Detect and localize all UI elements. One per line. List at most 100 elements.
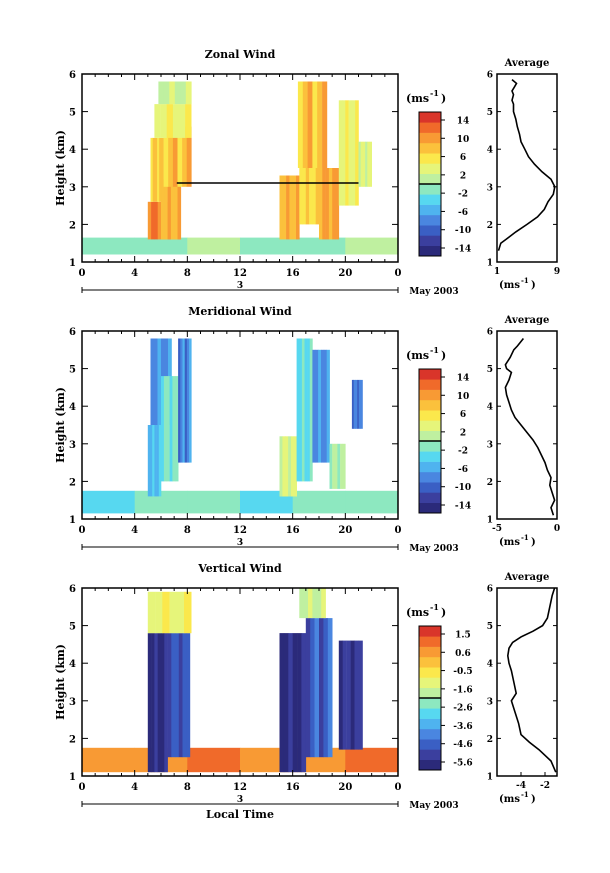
heatmap-cell — [345, 100, 349, 206]
heatmap-cell — [289, 175, 293, 240]
heatmap-cell — [161, 179, 165, 240]
heatmap-cell — [332, 443, 336, 489]
heatmap-cell — [163, 126, 169, 187]
colorbar-cell — [419, 122, 441, 133]
colorbar-cell — [419, 235, 441, 246]
heatmap-cell — [82, 237, 135, 255]
heatmap-cell — [175, 633, 179, 758]
heatmap-cell — [312, 130, 316, 225]
heatmap-cell — [307, 338, 310, 482]
heatmap-cell — [310, 618, 315, 758]
average-x-label-close: ) — [531, 537, 536, 548]
heatmap-cell — [303, 588, 309, 619]
heatmap-cell — [180, 81, 187, 105]
y-tick-label: 5 — [69, 365, 76, 376]
heatmap-cell — [189, 338, 192, 463]
average-y-tick-label: 5 — [487, 365, 493, 375]
colorbar-cell — [419, 379, 441, 390]
average-y-tick-label: 3 — [487, 183, 493, 193]
colorbar-tick-label: -6 — [458, 208, 468, 218]
colorbar-cell — [419, 369, 441, 380]
heatmap-cell — [154, 425, 157, 497]
average-y-tick-label: 6 — [487, 585, 493, 595]
heatmap-cell — [358, 141, 361, 187]
heatmap-cell — [351, 100, 356, 206]
colorbar-cell — [419, 502, 441, 514]
colorbar-tick-label: 6 — [460, 410, 466, 420]
heatmap-cell — [357, 379, 360, 429]
heatmap-cell — [312, 81, 318, 168]
x-tick-label: 8 — [184, 525, 191, 536]
heatmap-cell — [312, 588, 318, 619]
colorbar-cell — [419, 718, 441, 730]
average-x-tick-label: -2 — [540, 781, 550, 791]
heatmap-cell — [348, 100, 353, 206]
heatmap-cell — [279, 175, 284, 240]
heatmap-cell — [147, 425, 151, 497]
heatmap-cell — [301, 338, 305, 482]
y-axis-label: Height (km) — [54, 644, 67, 720]
heatmap-cell — [169, 81, 176, 105]
x-tick-label: 0 — [395, 782, 402, 793]
heatmap-cell — [293, 436, 297, 497]
heatmap-cell — [327, 618, 333, 758]
heatmap-cell — [154, 633, 158, 773]
x-tick-label: 20 — [338, 268, 352, 279]
heatmap-cell — [345, 490, 399, 514]
colorbar-unit-label: (ms — [406, 349, 429, 362]
colorbar-tick-label: 1.5 — [455, 631, 471, 641]
x-tick-label: 4 — [131, 782, 138, 793]
heatmap-cell — [369, 141, 372, 187]
heatmap-cell — [304, 338, 308, 482]
date-day-label: 3 — [237, 538, 243, 548]
x-tick-label: 16 — [286, 268, 300, 279]
heatmap-cell — [187, 490, 241, 514]
average-x-label-exponent: -1 — [521, 790, 529, 799]
heatmap-cell — [315, 130, 320, 225]
colorbar-cell — [419, 656, 441, 668]
colorbar-cell — [419, 142, 441, 154]
colorbar-unit-close: ) — [441, 349, 446, 362]
heatmap-cell — [367, 141, 370, 187]
heatmap-cell — [355, 379, 358, 429]
heatmap-cell — [282, 436, 286, 497]
colorbar-unit-exponent: -1 — [430, 88, 439, 98]
heatmap-cell — [161, 633, 165, 773]
heatmap-cell — [184, 338, 188, 463]
average-x-label: (ms — [499, 794, 520, 805]
heatmap-cell — [312, 349, 316, 463]
colorbar-tick-label: -10 — [455, 226, 471, 236]
colorbar-tick-label: -4.6 — [453, 740, 472, 750]
y-tick-label: 4 — [69, 145, 76, 156]
heatmap-cell — [354, 640, 359, 750]
heatmap-cell — [342, 443, 346, 489]
heatmap-cell — [290, 436, 295, 497]
heatmap-cell — [186, 633, 191, 758]
date-day-label: 3 — [237, 281, 243, 291]
heatmap-cell — [283, 633, 289, 773]
x-tick-label: 16 — [286, 782, 300, 793]
colorbar-tick-label: 14 — [457, 117, 470, 127]
colorbar-cell — [419, 667, 441, 678]
heatmap-cell — [186, 126, 192, 187]
heatmap-cell — [317, 81, 323, 168]
heatmap-cell — [299, 130, 303, 225]
x-tick-label: 8 — [184, 782, 191, 793]
heatmap-cell — [345, 237, 399, 255]
panel-title: Vertical Wind — [197, 562, 282, 575]
colorbar-cell — [419, 759, 441, 771]
colorbar-cell — [419, 410, 441, 421]
heatmap-cell — [151, 201, 155, 240]
x-tick-label: 0 — [79, 525, 86, 536]
x-tick-label: 0 — [395, 525, 402, 536]
average-y-tick-label: 5 — [487, 622, 493, 632]
heatmap-cell — [172, 126, 178, 187]
heatmap-cell — [353, 379, 356, 429]
heatmap-cell — [307, 81, 313, 168]
heatmap-cell — [351, 379, 354, 429]
average-title: Average — [504, 572, 550, 583]
heatmap-cell — [187, 237, 241, 255]
